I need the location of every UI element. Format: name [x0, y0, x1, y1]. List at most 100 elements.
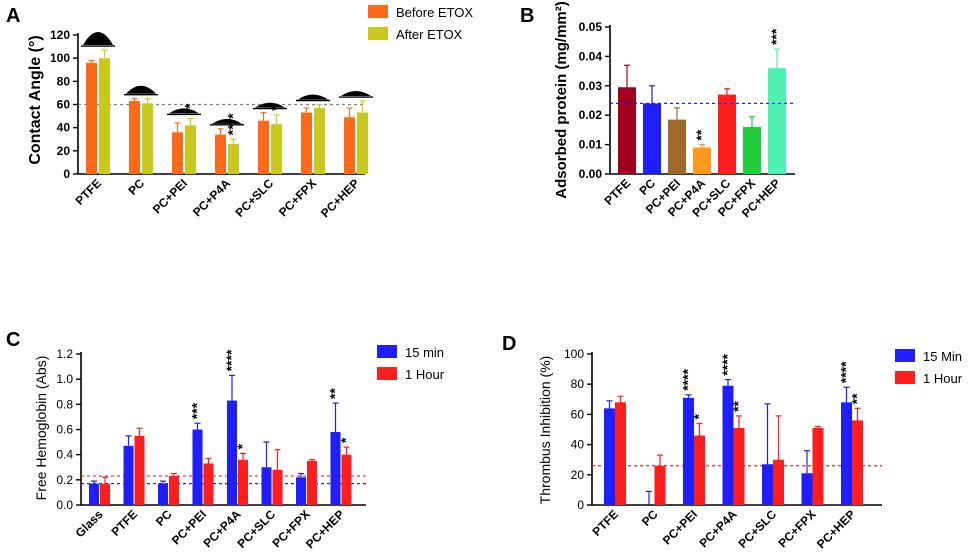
panel-d-ylabel: Thrombus Inhibition (%)	[537, 356, 553, 505]
bar-pc-slc-after-etox	[271, 124, 282, 174]
y-tick-label: 0.00	[579, 167, 603, 181]
x-tick-label: PC	[153, 507, 175, 529]
bar-pc-fpx-after-etox	[314, 107, 325, 174]
panel-c-plot: 0.00.20.40.60.81.01.2***********Glass PTF…	[56, 345, 445, 551]
bar-pc-hep-1-hour	[341, 454, 352, 505]
bar-pc-slc-1-hour	[272, 469, 283, 505]
significance-stars: **	[730, 400, 746, 411]
significance-stars: ****	[838, 361, 854, 383]
legend-swatch	[895, 349, 915, 362]
bar-ptfe-before-etox	[86, 62, 97, 174]
panel-d: D Thrombus Inhibition (%) 020406080100**…	[502, 333, 963, 551]
significance-stars: ****	[680, 368, 696, 390]
bar-pc-pei-1-hour	[694, 435, 705, 505]
bar-glass-15-min	[89, 483, 99, 505]
legend-swatch	[368, 27, 388, 40]
significance-stars: **	[693, 129, 709, 140]
y-tick-label: 1.2	[56, 347, 73, 361]
bar-pc-p4a-1-hour	[733, 427, 745, 505]
bar-pc-fpx-1-hour	[812, 427, 824, 505]
panel-a-plot: 020406080100120*******PTFEPCPC+PEIPC+P4A…	[50, 5, 473, 220]
droplet-icon	[169, 108, 199, 114]
bar-pc-fpx-15-min	[801, 473, 813, 505]
panel-b-plot: 0.000.010.020.030.040.05*****PTFE PCPC+PE…	[579, 20, 795, 220]
x-tick-label: PC+SLC	[736, 507, 780, 551]
bar-pc-fpx-adsorbed-protein	[743, 126, 761, 174]
bar-pc-pei-adsorbed-protein	[668, 119, 686, 174]
significance-stars: ****	[719, 353, 735, 375]
bar-pc-hep-15-min	[330, 432, 341, 505]
bar-pc-hep-adsorbed-protein	[768, 68, 786, 174]
legend-label: 15 min	[405, 345, 444, 360]
panel-c-ylabel: Free Hemoglobin (Abs)	[33, 356, 49, 501]
x-tick-label: PC+FPX	[276, 176, 319, 219]
x-tick-label: PC+FPX	[775, 507, 818, 550]
y-tick-label: 120	[50, 28, 70, 42]
bar-ptfe-1-hour	[134, 435, 145, 505]
bar-pc-adsorbed-protein	[643, 103, 661, 174]
legend-label: Before ETOX	[396, 5, 473, 20]
y-tick-label: 20	[571, 468, 585, 482]
x-tick-label: PTFE	[590, 507, 622, 539]
bar-pc-pei-before-etox	[172, 132, 183, 174]
x-tick-label: PC+PEI	[660, 507, 700, 547]
legend-swatch	[377, 367, 397, 380]
y-tick-label: 0.01	[579, 138, 603, 152]
significance-stars: ****	[225, 113, 241, 135]
significance-stars: *	[691, 413, 707, 419]
x-tick-label: PC+HEP	[303, 507, 347, 551]
y-tick-label: 60	[571, 407, 585, 421]
bar-pc-p4a-adsorbed-protein	[693, 147, 711, 174]
x-tick-label: PTFE	[73, 176, 105, 208]
bar-pc-p4a-15-min	[227, 400, 237, 505]
legend-swatch	[368, 5, 388, 18]
bar-pc-before-etox	[129, 101, 140, 174]
x-tick-label: PTFE	[602, 176, 634, 208]
panel-a: A Contact Angle (°) 020406080100120*****…	[6, 5, 473, 220]
bar-pc-p4a-1-hour	[238, 459, 248, 505]
significance-stars: ***	[768, 28, 784, 45]
bar-pc-slc-adsorbed-protein	[718, 94, 736, 174]
panel-c: C Free Hemoglobin (Abs) 0.0 0.2 0.4 0.6 0.8 1…	[6, 329, 445, 551]
bar-pc-fpx-15-min	[296, 477, 306, 505]
bar-pc-slc-1-hour	[773, 459, 784, 505]
bar-glass-1-hour	[100, 483, 110, 505]
y-tick-label: 0.03	[579, 79, 603, 93]
y-tick-label: 0	[577, 498, 584, 512]
x-tick-label: PC	[125, 176, 147, 198]
bar-pc-pei-1-hour	[203, 463, 214, 505]
y-tick-label: 20	[57, 144, 71, 158]
y-tick-label: 40	[571, 438, 585, 452]
significance-stars: *	[234, 443, 250, 449]
bar-pc-fpx-before-etox	[301, 112, 312, 174]
y-tick-label: 0.6	[56, 423, 73, 437]
bar-pc-pei-after-etox	[185, 125, 196, 174]
y-tick-label: 0.2	[56, 473, 73, 487]
bar-pc-hep-after-etox	[357, 112, 368, 174]
bar-pc-1-hour	[169, 476, 179, 505]
y-tick-label: 80	[57, 74, 71, 88]
bar-ptfe-15-min	[604, 408, 615, 505]
bar-pc-hep-15-min	[841, 402, 852, 505]
panel-d-label: D	[502, 333, 516, 355]
legend-swatch	[895, 371, 915, 384]
significance-stars: **	[182, 103, 198, 114]
bar-pc-pei-15-min	[683, 397, 694, 505]
y-tick-label: 40	[57, 121, 71, 135]
bar-pc-slc-before-etox	[258, 120, 269, 174]
significance-stars: ***	[189, 402, 205, 419]
panel-b-label: B	[520, 5, 534, 27]
x-tick-label: Glass	[73, 507, 106, 540]
bar-pc-slc-15-min	[261, 467, 272, 505]
y-tick-label: 1.0	[56, 372, 73, 386]
bar-pc-hep-before-etox	[344, 117, 355, 174]
panel-a-label: A	[6, 5, 20, 27]
y-tick-label: 0	[63, 167, 70, 181]
x-tick-label: PC	[639, 507, 661, 529]
bar-pc-slc-15-min	[762, 464, 773, 505]
legend-label: 1 Hour	[923, 371, 963, 386]
panel-c-label: C	[6, 329, 20, 351]
y-tick-label: 60	[57, 98, 71, 112]
